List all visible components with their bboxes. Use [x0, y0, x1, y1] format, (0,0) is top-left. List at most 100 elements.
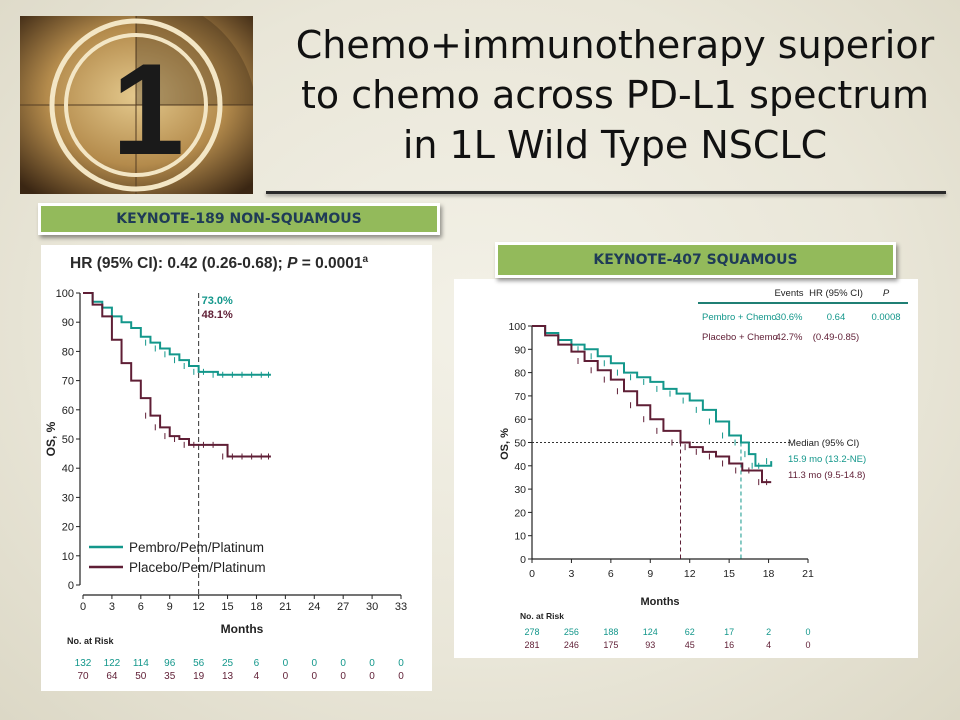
table-arm-label: Placebo + Chemo: [702, 332, 778, 343]
at-risk-placebo-value: 0: [369, 671, 375, 682]
km-curve-pembro: [532, 325, 773, 467]
at-risk-pembro-value: 25: [222, 658, 234, 669]
x-axis-label: Months: [640, 596, 679, 608]
x-tick-label: 33: [395, 601, 407, 613]
km-curve-placebo: [83, 292, 271, 458]
landmark-os-label: 73.0%: [202, 295, 233, 307]
title-line: in 1L Wild Type NSCLC: [402, 123, 828, 167]
at-risk-pembro-value: 0: [398, 658, 404, 669]
y-tick-label: 30: [514, 484, 526, 496]
at-risk-pembro-value: 0: [283, 658, 289, 669]
at-risk-placebo-value: 0: [805, 640, 810, 650]
at-risk-pembro-value: 132: [75, 658, 92, 669]
at-risk-pembro-value: 122: [104, 658, 121, 669]
x-tick-label: 18: [250, 601, 262, 613]
y-tick-label: 50: [514, 438, 526, 450]
x-tick-label: 15: [723, 568, 735, 580]
at-risk-placebo-value: 70: [77, 671, 89, 682]
median-pembro: 15.9 mo (13.2-NE): [788, 454, 866, 465]
x-tick-label: 9: [647, 568, 653, 580]
at-risk-pembro-value: 188: [603, 627, 618, 637]
y-tick-label: 80: [62, 346, 74, 358]
at-risk-pembro-value: 17: [724, 627, 734, 637]
at-risk-title: No. at Risk: [520, 611, 564, 621]
legend-label: Placebo/Pem/Platinum: [129, 560, 266, 575]
at-risk-placebo-value: 13: [222, 671, 234, 682]
at-risk-placebo-value: 19: [193, 671, 205, 682]
x-tick-label: 24: [308, 601, 320, 613]
table-header: P: [883, 288, 890, 299]
x-tick-label: 12: [684, 568, 696, 580]
at-risk-pembro-value: 6: [254, 658, 260, 669]
at-risk-pembro-value: 0: [311, 658, 317, 669]
table-events: 30.6%: [776, 312, 803, 323]
table-header: Events: [774, 288, 803, 299]
keynote-407-banner: KEYNOTE-407 SQUAMOUS: [495, 242, 896, 278]
x-tick-label: 15: [221, 601, 233, 613]
y-axis-label: OS, %: [499, 428, 511, 460]
x-tick-label: 6: [138, 601, 144, 613]
at-risk-placebo-value: 4: [254, 671, 260, 682]
at-risk-placebo-value: 35: [164, 671, 176, 682]
x-tick-label: 21: [802, 568, 814, 580]
at-risk-placebo-value: 64: [106, 671, 118, 682]
y-tick-label: 30: [62, 492, 74, 504]
keynote-189-km-chart: HR (95% CI): 0.42 (0.26-0.68); P = 0.000…: [44, 254, 407, 682]
y-tick-label: 70: [514, 391, 526, 403]
km-curve-placebo: [532, 325, 772, 484]
y-tick-label: 100: [508, 321, 526, 333]
at-risk-pembro-value: 114: [133, 658, 149, 669]
median-placebo: 11.3 mo (9.5-14.8): [788, 470, 865, 481]
y-tick-label: 80: [514, 368, 526, 380]
at-risk-placebo-value: 50: [135, 671, 147, 682]
y-tick-label: 90: [514, 344, 526, 356]
y-tick-label: 20: [62, 522, 74, 534]
y-tick-label: 60: [62, 405, 74, 417]
at-risk-pembro-value: 0: [805, 627, 810, 637]
table-events: 42.7%: [776, 332, 803, 343]
at-risk-placebo-value: 4: [766, 640, 771, 650]
at-risk-pembro-value: 56: [193, 658, 205, 669]
at-risk-pembro-value: 124: [643, 627, 658, 637]
y-tick-label: 40: [514, 461, 526, 473]
at-risk-pembro-value: 0: [340, 658, 346, 669]
at-risk-placebo-value: 281: [524, 640, 539, 650]
y-tick-label: 60: [514, 414, 526, 426]
at-risk-pembro-value: 96: [164, 658, 176, 669]
y-axis-label: OS, %: [44, 421, 58, 456]
x-tick-label: 0: [529, 568, 535, 580]
x-tick-label: 12: [193, 601, 205, 613]
table-header: HR (95% CI): [809, 288, 863, 299]
x-tick-label: 30: [366, 601, 378, 613]
slide-title: Chemo+immunotherapy superior to chemo ac…: [270, 20, 960, 170]
at-risk-placebo-value: 16: [724, 640, 734, 650]
title-line: to chemo across PD-L1 spectrum: [301, 73, 929, 117]
y-tick-label: 100: [56, 288, 74, 300]
hazard-ratio-text: HR (95% CI): 0.42 (0.26-0.68); P = 0.000…: [70, 254, 369, 272]
table-hr: 0.64: [827, 312, 846, 323]
x-tick-label: 18: [763, 568, 775, 580]
at-risk-pembro-value: 0: [369, 658, 375, 669]
landmark-os-label: 48.1%: [202, 309, 233, 321]
y-tick-label: 70: [62, 376, 74, 388]
y-tick-label: 90: [62, 317, 74, 329]
x-tick-label: 3: [569, 568, 575, 580]
at-risk-placebo-value: 45: [685, 640, 695, 650]
table-hr: (0.49-0.85): [813, 332, 859, 343]
keynote-189-banner: KEYNOTE-189 NON-SQUAMOUS: [38, 203, 440, 235]
at-risk-pembro-value: 278: [524, 627, 539, 637]
at-risk-pembro-value: 62: [685, 627, 695, 637]
y-tick-label: 0: [68, 580, 74, 592]
x-axis-label: Months: [221, 622, 264, 636]
at-risk-placebo-value: 246: [564, 640, 579, 650]
table-p-value: 0.0008: [871, 312, 900, 323]
at-risk-title: No. at Risk: [67, 636, 115, 646]
at-risk-pembro-value: 2: [766, 627, 771, 637]
at-risk-placebo-value: 0: [340, 671, 346, 682]
keynote-407-panel: 0 10 20 30 40 50 60 70 80 90 100 0 3 6 9 12 15 18 21 Months…: [454, 279, 918, 658]
at-risk-placebo-value: 0: [283, 671, 289, 682]
countdown-number: 1: [112, 36, 184, 182]
x-tick-label: 6: [608, 568, 614, 580]
y-tick-label: 40: [62, 463, 74, 475]
